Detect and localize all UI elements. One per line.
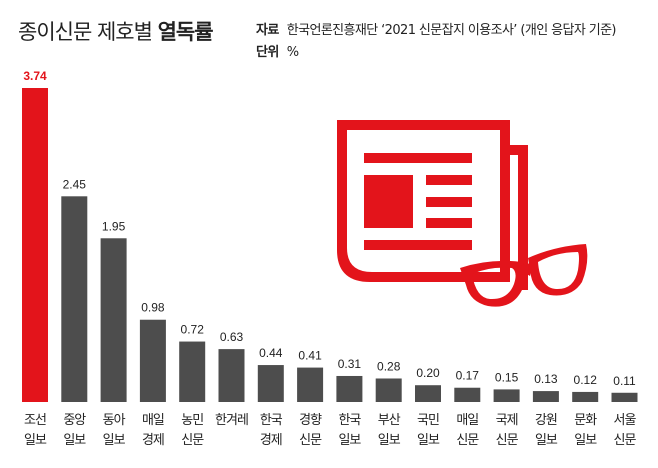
- value-label: 0.11: [613, 374, 636, 388]
- category-label: 농민: [181, 413, 203, 428]
- bar: [297, 367, 324, 402]
- category-label: 강원: [535, 413, 557, 428]
- value-label: 0.17: [456, 369, 480, 383]
- bar: [22, 88, 48, 402]
- bar: [218, 349, 245, 402]
- value-label: 0.98: [141, 301, 165, 315]
- category-label: 중앙: [63, 413, 86, 428]
- bar: [336, 375, 363, 402]
- category-label: 매일: [142, 413, 164, 428]
- bar: [179, 341, 206, 402]
- newspaper-with-glasses-icon: [337, 120, 588, 307]
- unit-label: 단위: [256, 45, 279, 60]
- category-label: 동아: [103, 413, 126, 428]
- value-label: 0.28: [377, 359, 401, 373]
- value-label: 0.20: [416, 366, 440, 380]
- category-label: 경제: [142, 433, 164, 448]
- category-label: 일보: [378, 433, 401, 448]
- title-regular: 종이신문 제호별: [18, 20, 158, 44]
- category-label: 신문: [456, 433, 479, 448]
- title-bold: 열독률: [157, 20, 214, 44]
- value-label: 0.31: [338, 357, 362, 371]
- category-label: 신문: [181, 433, 204, 448]
- value-label: 0.44: [259, 346, 283, 360]
- value-label: 0.72: [181, 323, 205, 337]
- chart-meta: 자료 한국언론진흥재단 ‘2021 신문잡지 이용조사’ (개인 응답자 기준) …: [256, 20, 617, 64]
- bar: [61, 196, 88, 402]
- category-label: 신문: [614, 433, 637, 448]
- category-label: 신문: [496, 433, 519, 448]
- category-label: 부산: [378, 413, 401, 428]
- category-label: 일보: [338, 433, 361, 448]
- category-label: 일보: [103, 433, 126, 448]
- category-label: 일보: [63, 433, 86, 448]
- category-label: 조선: [24, 413, 46, 428]
- category-label: 한국: [338, 413, 361, 428]
- category-label: 일보: [535, 433, 558, 448]
- category-label: 신문: [299, 433, 322, 448]
- chart-title: 종이신문 제호별 열독률: [18, 16, 214, 46]
- category-label: 일보: [24, 433, 47, 448]
- category-label: 서울: [614, 413, 637, 428]
- value-label: 1.95: [102, 219, 126, 233]
- source-text: 한국언론진흥재단 ‘2021 신문잡지 이용조사’ (개인 응답자 기준): [286, 23, 617, 38]
- category-label: 문화: [574, 413, 597, 428]
- value-label: 0.15: [495, 370, 519, 384]
- bar: [257, 365, 284, 402]
- bar: [375, 378, 402, 402]
- bar: [454, 387, 481, 402]
- bar: [611, 392, 638, 402]
- value-label: 3.74: [23, 69, 47, 83]
- value-label: 2.45: [63, 177, 87, 191]
- unit-text: %: [286, 45, 299, 60]
- bar: [415, 385, 441, 402]
- value-label: 0.13: [534, 372, 558, 386]
- category-label: 경제: [260, 433, 282, 448]
- category-label: 국민: [417, 413, 439, 428]
- category-label: 국제: [496, 413, 518, 428]
- value-label: 0.63: [220, 330, 244, 344]
- category-label: 경향: [299, 413, 322, 428]
- category-label: 매일: [456, 413, 478, 428]
- bar: [532, 391, 559, 402]
- value-label: 0.12: [574, 373, 598, 387]
- source-label: 자료: [256, 23, 279, 38]
- bar: [139, 319, 166, 402]
- bar: [100, 238, 127, 402]
- category-label: 일보: [574, 433, 597, 448]
- category-label: 일보: [417, 433, 440, 448]
- category-label: 한국: [260, 413, 283, 428]
- bar: [493, 389, 520, 402]
- category-label: 한겨레: [215, 413, 248, 428]
- value-label: 0.41: [298, 349, 322, 363]
- bar: [572, 391, 599, 402]
